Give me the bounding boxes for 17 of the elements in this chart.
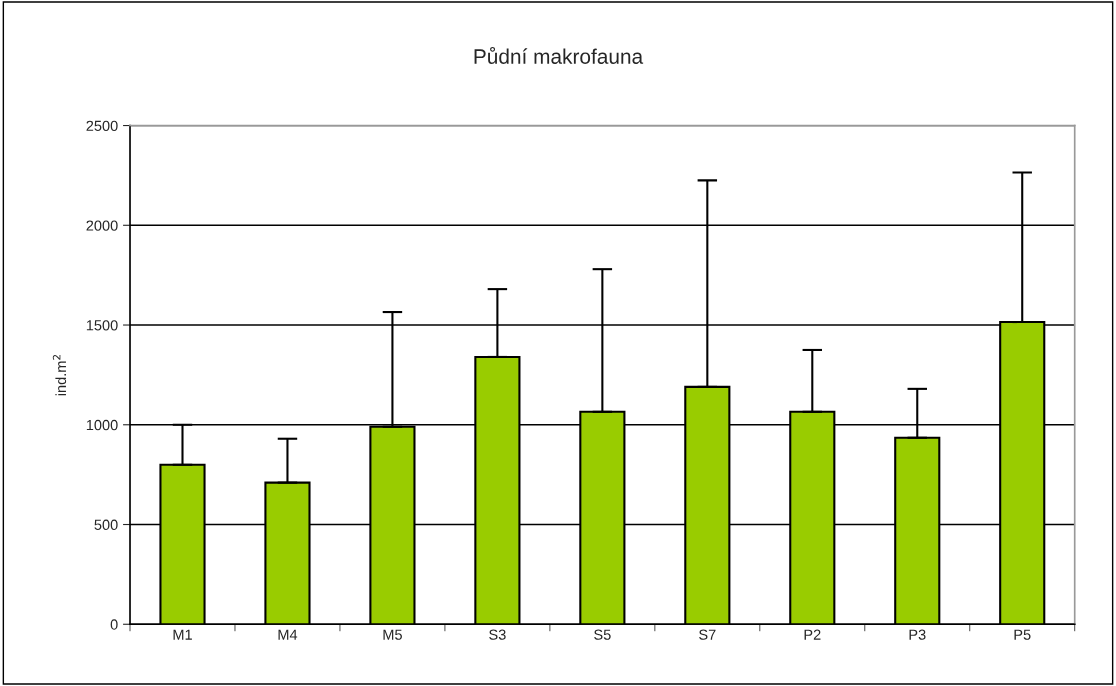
y-tick-label: 2000 [86, 220, 118, 231]
x-tick-label: P5 [1014, 629, 1031, 640]
x-tick-label: P2 [804, 629, 821, 640]
chart-title: Půdní makrofauna [474, 46, 644, 64]
y-tick-label: 500 [94, 519, 118, 530]
x-tick-label: S3 [489, 629, 506, 640]
x-tick-label: M1 [173, 629, 192, 640]
x-tick-label: M4 [278, 629, 298, 640]
y-tick-label: 1000 [86, 419, 118, 431]
y-tick-label: 1500 [86, 320, 118, 331]
x-tick-label: S7 [699, 629, 716, 640]
x-tick-label: S5 [594, 629, 611, 640]
y-tick-label: 0 [110, 619, 118, 630]
y-tick-label: 2500 [86, 120, 118, 131]
x-tick-label: M5 [383, 629, 402, 640]
x-tick-label: P3 [909, 629, 926, 640]
y-axis-title: ind.m$^{2}$ [52, 354, 67, 396]
